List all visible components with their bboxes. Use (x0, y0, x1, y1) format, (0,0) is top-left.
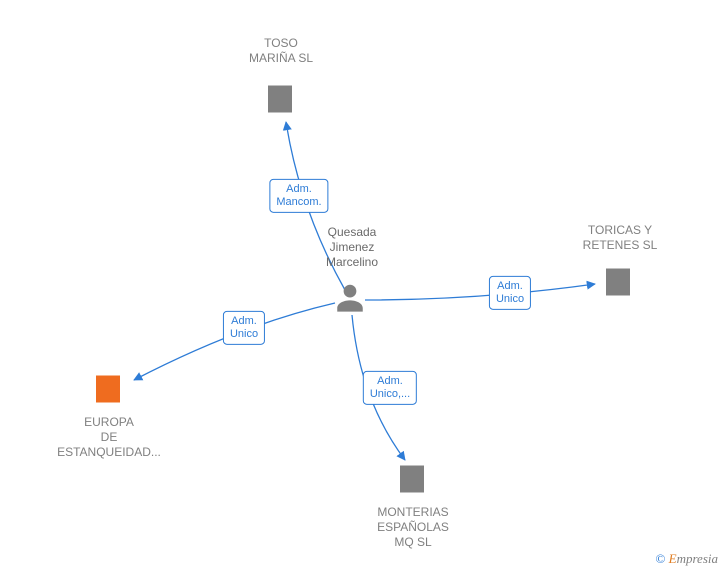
diagram-canvas: Adm. Mancom. Adm. Unico Adm. Unico,... A… (0, 0, 728, 575)
watermark: © Empresia (656, 551, 719, 567)
center-node-label: Quesada Jimenez Marcelino (326, 225, 378, 270)
copyright-symbol: © (656, 551, 666, 566)
building-icon[interactable] (90, 370, 126, 411)
node-label-toricas: TORICAS Y RETENES SL (583, 223, 658, 253)
edge-label-toricas: Adm. Unico (489, 276, 531, 310)
edge-toricas (365, 284, 595, 300)
node-label-europa: EUROPA DE ESTANQUEIDAD... (57, 415, 161, 460)
node-label-toso: TOSO MARIÑA SL (249, 36, 313, 66)
brand-initial: E (669, 551, 677, 566)
building-icon[interactable] (394, 460, 430, 501)
edge-label-toso: Adm. Mancom. (269, 179, 328, 213)
brand-rest: mpresia (677, 551, 718, 566)
edge-label-monterias: Adm. Unico,... (363, 371, 417, 405)
edge-label-europa: Adm. Unico (223, 311, 265, 345)
building-icon[interactable] (600, 263, 636, 304)
node-label-monterias: MONTERIAS ESPAÑOLAS MQ SL (377, 505, 449, 550)
person-icon[interactable] (333, 280, 367, 321)
building-icon[interactable] (262, 80, 298, 121)
